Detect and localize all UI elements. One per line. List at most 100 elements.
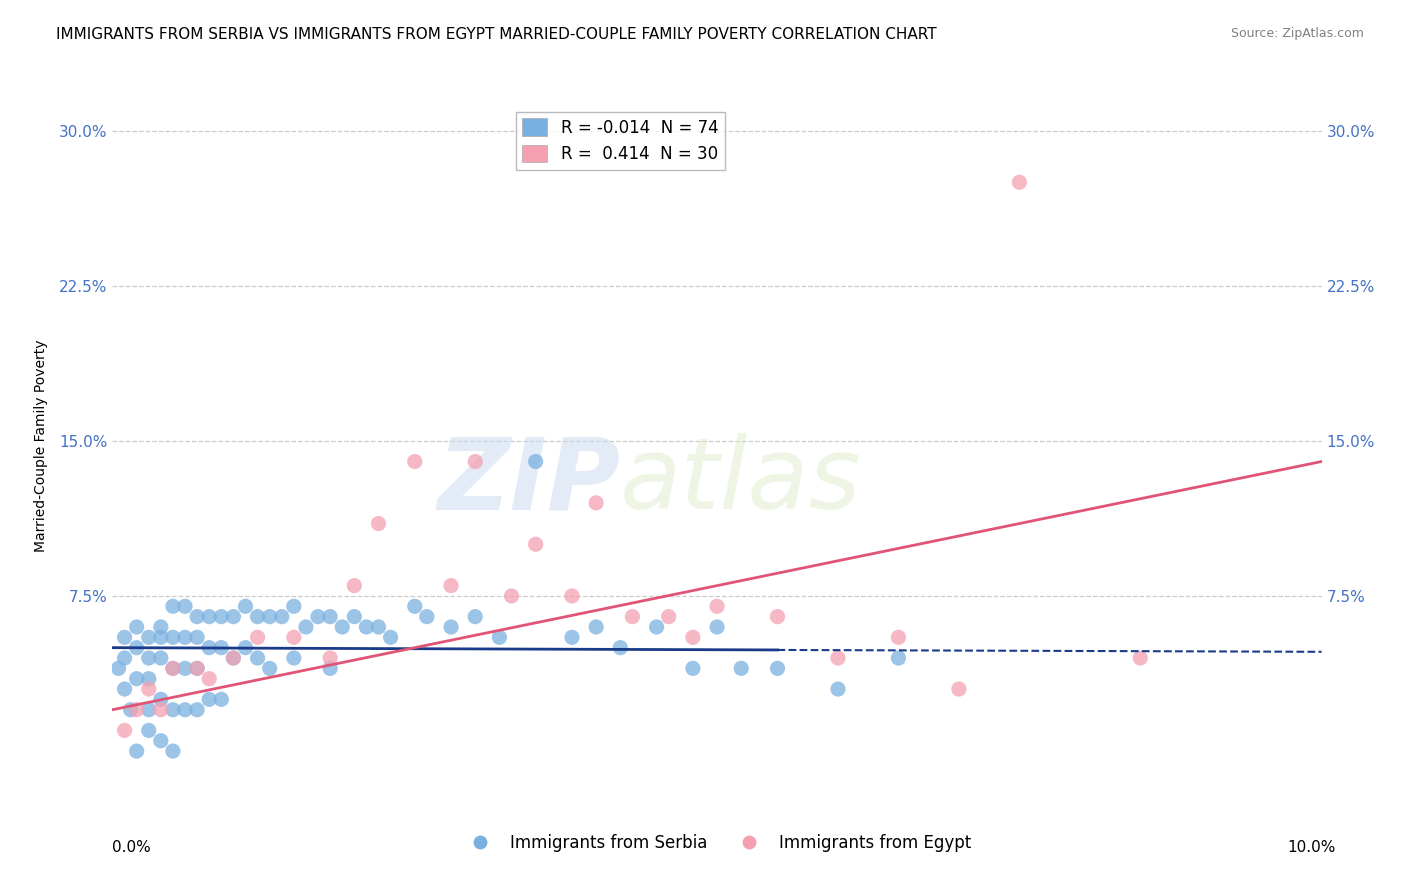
Point [488, 630, 510, 644]
Text: 0.0%: 0.0% [112, 840, 152, 855]
Point [609, 640, 631, 655]
Point [138, 681, 160, 696]
Point [114, 651, 136, 665]
Point [209, 692, 232, 706]
Point [283, 599, 305, 614]
Point [585, 496, 607, 510]
Point [162, 661, 184, 675]
Point [380, 630, 402, 644]
Point [440, 579, 463, 593]
Point [440, 620, 463, 634]
Point [1129, 651, 1152, 665]
Point [621, 609, 644, 624]
Point [149, 630, 172, 644]
Point [186, 609, 208, 624]
Point [682, 630, 704, 644]
Point [367, 620, 389, 634]
Point [162, 661, 184, 675]
Point [416, 609, 439, 624]
Point [162, 703, 184, 717]
Point [198, 692, 221, 706]
Point [235, 599, 257, 614]
Point [209, 640, 232, 655]
Point [645, 620, 668, 634]
Point [125, 640, 148, 655]
Point [186, 630, 208, 644]
Point [343, 609, 366, 624]
Point [524, 454, 547, 468]
Point [198, 640, 221, 655]
Point [125, 620, 148, 634]
Point [730, 661, 752, 675]
Point [222, 651, 245, 665]
Point [209, 609, 232, 624]
Point [162, 630, 184, 644]
Point [174, 630, 197, 644]
Point [766, 609, 789, 624]
Point [149, 620, 172, 634]
Point [259, 661, 281, 675]
Point [682, 661, 704, 675]
Point [367, 516, 389, 531]
Y-axis label: Married-Couple Family Poverty: Married-Couple Family Poverty [34, 340, 48, 552]
Point [149, 692, 172, 706]
Point [138, 630, 160, 644]
Point [524, 537, 547, 551]
Point [198, 609, 221, 624]
Point [827, 651, 849, 665]
Point [149, 703, 172, 717]
Point [404, 454, 426, 468]
Point [138, 651, 160, 665]
Point [174, 703, 197, 717]
Point [222, 609, 245, 624]
Point [246, 630, 269, 644]
Point [125, 672, 148, 686]
Point [222, 651, 245, 665]
Point [561, 630, 583, 644]
Text: ZIP: ZIP [437, 434, 620, 530]
Point [464, 609, 486, 624]
Point [404, 599, 426, 614]
Point [319, 651, 342, 665]
Point [174, 661, 197, 675]
Point [186, 703, 208, 717]
Point [120, 703, 142, 717]
Point [283, 651, 305, 665]
Point [948, 681, 970, 696]
Point [766, 661, 789, 675]
Point [330, 620, 353, 634]
Point [125, 703, 148, 717]
Point [174, 599, 197, 614]
Point [246, 609, 269, 624]
Point [114, 630, 136, 644]
Text: 10.0%: 10.0% [1288, 840, 1336, 855]
Point [198, 672, 221, 686]
Text: IMMIGRANTS FROM SERBIA VS IMMIGRANTS FROM EGYPT MARRIED-COUPLE FAMILY POVERTY CO: IMMIGRANTS FROM SERBIA VS IMMIGRANTS FRO… [56, 27, 936, 42]
Point [706, 599, 728, 614]
Point [162, 744, 184, 758]
Point [1008, 175, 1031, 189]
Point [501, 589, 523, 603]
Point [887, 630, 910, 644]
Point [270, 609, 292, 624]
Point [319, 609, 342, 624]
Point [125, 744, 148, 758]
Point [186, 661, 208, 675]
Point [186, 661, 208, 675]
Point [307, 609, 329, 624]
Point [149, 651, 172, 665]
Point [235, 640, 257, 655]
Legend: Immigrants from Serbia, Immigrants from Egypt: Immigrants from Serbia, Immigrants from … [457, 828, 977, 859]
Point [283, 630, 305, 644]
Text: atlas: atlas [620, 434, 862, 530]
Point [827, 681, 849, 696]
Point [658, 609, 681, 624]
Point [114, 723, 136, 738]
Point [114, 681, 136, 696]
Point [138, 672, 160, 686]
Point [259, 609, 281, 624]
Point [319, 661, 342, 675]
Point [464, 454, 486, 468]
Point [706, 620, 728, 634]
Point [138, 703, 160, 717]
